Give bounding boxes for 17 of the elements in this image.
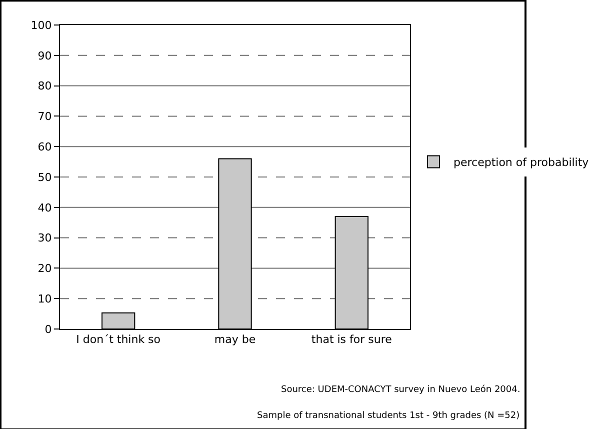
y-tick-label: 30	[38, 232, 52, 245]
y-tick-label: 20	[38, 262, 52, 276]
x-tick-label: that is for sure	[311, 333, 392, 346]
y-tick-label: 60	[38, 140, 52, 154]
x-tick-label: I don´t think so	[76, 333, 161, 346]
text: Sample of transnational students 1st - 9th grades (N =52)	[257, 411, 520, 421]
source-note: Source: UDEM-CONACYT survey in Nuevo León 2004.	[281, 384, 520, 395]
y-tick-label: 90	[38, 49, 52, 62]
y-tick-label: 10	[38, 292, 52, 306]
legend-label: perception of probability	[454, 156, 590, 170]
y-tick-label: 0	[44, 322, 52, 336]
y-tick-label: 50	[38, 170, 52, 184]
y-tick-label: 100	[30, 18, 52, 32]
x-tick-label: may be	[214, 333, 256, 346]
y-tick-label: 70	[38, 110, 52, 124]
y-tick-label: 40	[38, 201, 52, 214]
y-tick-label: 80	[38, 80, 52, 93]
